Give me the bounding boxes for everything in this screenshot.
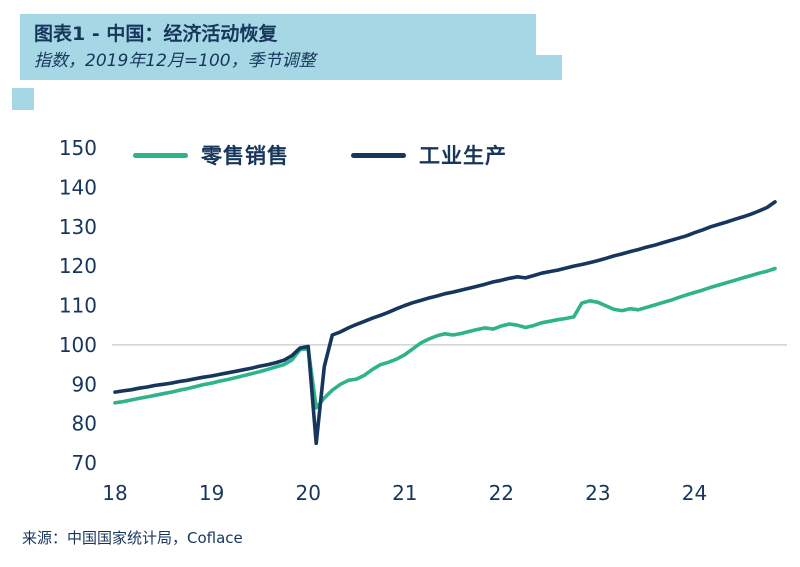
chart-header-banner: 图表1 - 中国：经济活动恢复 指数，2019年12月=100，季节调整 bbox=[20, 14, 536, 80]
y-tick-label: 120 bbox=[59, 254, 97, 278]
y-tick-label: 80 bbox=[72, 412, 97, 436]
y-tick-label: 100 bbox=[59, 333, 97, 357]
y-tick-label: 130 bbox=[59, 215, 97, 239]
chart-legend: 零售销售 工业生产 bbox=[133, 140, 507, 170]
x-tick-label: 20 bbox=[295, 481, 320, 505]
retail-sales-legend-swatch bbox=[133, 152, 188, 158]
industrial-production-line bbox=[113, 200, 777, 446]
x-tick-label: 24 bbox=[682, 481, 707, 505]
banner-corner-square-decoration bbox=[12, 88, 34, 110]
industrial-production-legend-item: 工业生产 bbox=[351, 140, 507, 170]
x-tick-label: 18 bbox=[102, 481, 127, 505]
x-tick-label: 23 bbox=[585, 481, 610, 505]
retail-sales-legend-item: 零售销售 bbox=[133, 140, 289, 170]
source-note: 来源：中国国家统计局，Coflace bbox=[22, 529, 243, 547]
industrial-production-legend-label: 工业生产 bbox=[419, 144, 507, 168]
y-tick-label: 110 bbox=[59, 294, 97, 318]
banner-step-decoration bbox=[536, 55, 562, 80]
industrial-production-legend-swatch bbox=[351, 152, 406, 158]
chart-title: 图表1 - 中国：经济活动恢复 bbox=[34, 23, 278, 45]
retail-sales-legend-label: 零售销售 bbox=[201, 144, 289, 168]
x-tick-label: 21 bbox=[392, 481, 417, 505]
x-tick-label: 22 bbox=[489, 481, 514, 505]
retail-sales-line bbox=[113, 266, 777, 410]
y-tick-label: 70 bbox=[72, 451, 97, 475]
y-tick-label: 90 bbox=[72, 372, 97, 396]
chart-subtitle: 指数，2019年12月=100，季节调整 bbox=[34, 51, 316, 71]
y-tick-label: 150 bbox=[59, 136, 97, 160]
x-tick-label: 19 bbox=[199, 481, 224, 505]
y-tick-label: 140 bbox=[59, 175, 97, 199]
